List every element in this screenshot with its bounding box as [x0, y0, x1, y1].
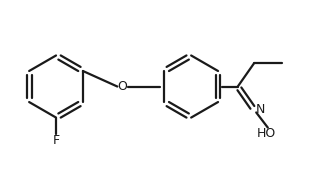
Text: N: N	[256, 103, 265, 116]
Text: HO: HO	[257, 128, 276, 140]
Text: O: O	[118, 80, 127, 93]
Text: F: F	[53, 134, 60, 147]
